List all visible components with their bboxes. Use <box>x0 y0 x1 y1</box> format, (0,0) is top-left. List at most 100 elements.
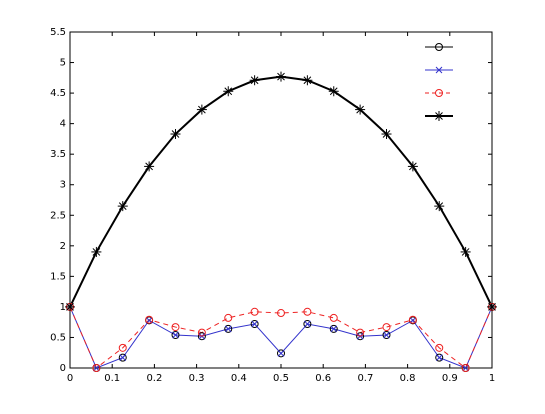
point-marker <box>329 324 338 333</box>
point-marker-shape <box>250 320 259 329</box>
point-marker <box>118 343 127 352</box>
point-marker <box>65 301 75 312</box>
point-marker-shape <box>66 303 74 311</box>
point-marker-shape <box>329 87 338 96</box>
x-tick-label: 0.9 <box>442 373 458 384</box>
point-marker <box>461 364 470 372</box>
point-marker-shape <box>224 324 233 333</box>
point-marker-shape <box>461 364 470 372</box>
point-marker <box>462 364 469 372</box>
point-marker-shape <box>197 328 206 337</box>
point-marker-shape <box>329 324 338 333</box>
point-marker <box>277 309 285 318</box>
y-tick-label: 0.5 <box>50 332 66 343</box>
point-marker <box>435 353 444 362</box>
point-marker-shape <box>145 315 154 324</box>
point-marker <box>329 313 338 322</box>
point-marker-shape <box>382 323 391 332</box>
point-marker-shape <box>304 320 311 328</box>
legend-marker-shape <box>435 43 443 51</box>
point-marker <box>435 343 444 352</box>
point-marker <box>117 201 128 212</box>
point-marker <box>119 354 127 361</box>
point-marker <box>250 307 259 316</box>
point-marker <box>196 104 207 115</box>
point-marker <box>435 354 443 361</box>
point-marker-shape <box>435 353 444 362</box>
point-marker-shape <box>382 130 391 138</box>
y-tick-label: 1.5 <box>50 271 66 282</box>
x-tick-label: 0.3 <box>189 373 205 384</box>
point-marker <box>383 331 390 339</box>
point-marker <box>355 104 366 115</box>
legend-marker-shape <box>435 112 443 120</box>
point-marker-shape <box>93 364 100 372</box>
x-tick-label: 0.5 <box>273 373 289 384</box>
point-marker-shape <box>356 105 364 114</box>
point-marker <box>197 328 206 337</box>
point-marker <box>487 301 497 312</box>
point-marker <box>434 201 445 212</box>
legend-marker <box>435 66 443 74</box>
point-marker-shape <box>408 315 417 324</box>
point-marker <box>251 320 258 328</box>
point-marker-shape <box>303 307 312 316</box>
x-tick-label: 1 <box>489 373 495 384</box>
point-marker <box>408 315 417 324</box>
point-marker <box>356 332 365 341</box>
point-marker-shape <box>118 353 127 362</box>
point-marker <box>330 325 338 333</box>
legend-entry <box>425 43 453 51</box>
legend-entry <box>425 66 453 74</box>
axes-box <box>69 31 493 369</box>
point-marker <box>171 323 180 332</box>
point-marker-shape <box>462 364 469 372</box>
point-marker-shape <box>356 332 365 341</box>
point-marker-shape <box>277 309 285 318</box>
x-tick-label: 0.7 <box>357 373 373 384</box>
point-marker <box>145 315 154 324</box>
point-marker-shape <box>435 343 444 352</box>
point-marker-shape <box>277 349 285 357</box>
point-marker-shape <box>224 87 233 96</box>
legend-marker <box>435 89 443 97</box>
point-marker <box>277 349 285 358</box>
y-tick-label: 5.5 <box>50 27 66 38</box>
point-marker <box>460 246 471 257</box>
x-tick-label: 0.2 <box>146 373 162 384</box>
point-marker <box>118 353 127 362</box>
legend-marker-shape <box>435 66 443 74</box>
point-marker <box>302 75 313 86</box>
point-marker-shape <box>171 331 180 340</box>
point-marker-shape <box>92 248 101 256</box>
point-marker-shape <box>118 202 127 210</box>
series-line <box>69 306 493 369</box>
point-marker <box>303 307 312 316</box>
point-marker <box>356 328 365 337</box>
point-marker-shape <box>303 320 312 329</box>
legend-marker <box>434 111 444 121</box>
point-marker <box>276 71 286 82</box>
x-tick-label: 0.8 <box>400 373 416 384</box>
legend-marker-shape <box>435 89 443 97</box>
point-marker-shape <box>329 313 338 322</box>
point-marker-shape <box>435 354 443 361</box>
point-marker-shape <box>197 332 206 341</box>
y-tick-label: 3.5 <box>50 149 66 160</box>
x-tick-label: 0 <box>67 373 73 384</box>
point-marker-shape <box>382 331 391 340</box>
y-tick-label: 2 <box>60 241 66 252</box>
point-marker <box>93 364 100 372</box>
point-marker-shape <box>435 202 444 210</box>
point-marker-shape <box>250 76 259 85</box>
point-marker <box>197 332 206 341</box>
legend-entry <box>425 89 453 97</box>
point-marker-shape <box>250 307 259 316</box>
point-marker <box>171 331 180 340</box>
point-marker-shape <box>383 331 390 339</box>
legend-marker <box>435 43 443 51</box>
point-marker <box>172 331 179 339</box>
y-tick-label: 1 <box>60 302 66 313</box>
point-marker <box>303 320 312 329</box>
